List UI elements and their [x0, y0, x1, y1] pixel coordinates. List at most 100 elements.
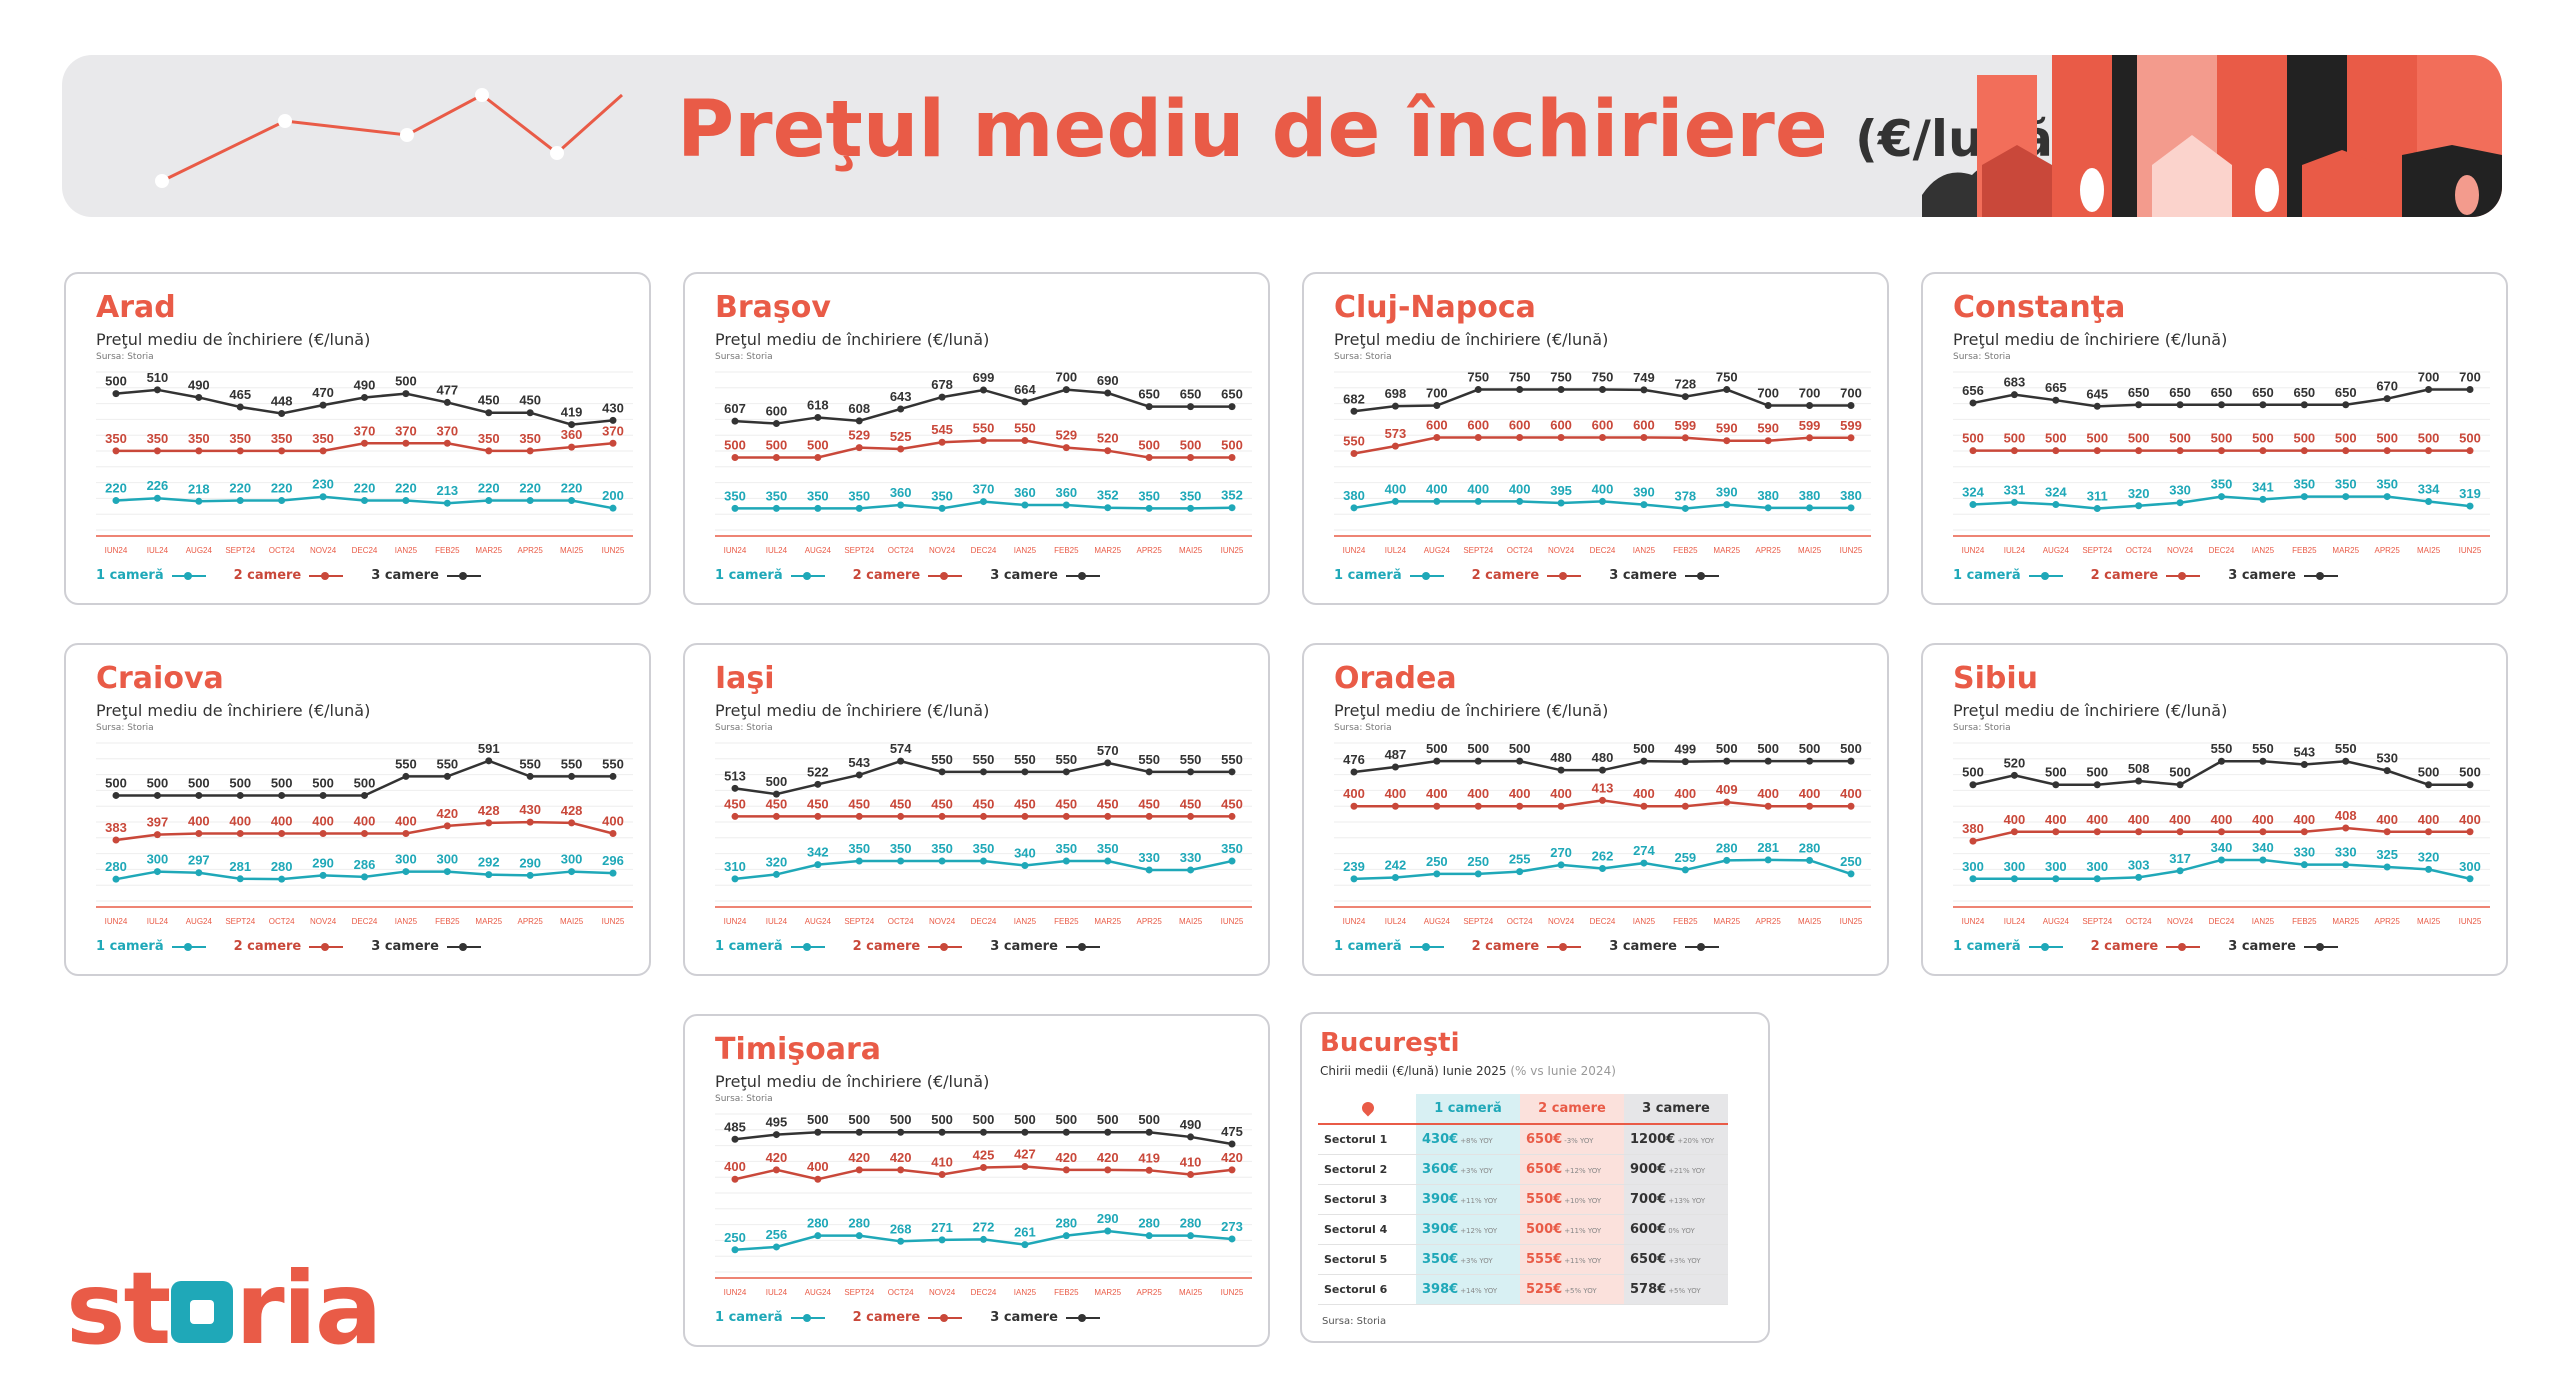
- data-label: 250: [724, 1230, 746, 1245]
- data-point: [236, 447, 244, 455]
- data-label: 300: [2459, 859, 2481, 874]
- data-point: [319, 830, 327, 838]
- data-label: 500: [1962, 431, 1984, 446]
- data-label: 220: [271, 481, 293, 496]
- data-label: 370: [436, 423, 458, 438]
- yoy-change: +12% YOY: [1564, 1167, 1602, 1175]
- data-label: 296: [602, 853, 624, 868]
- price-value: 1200€: [1630, 1132, 1676, 1147]
- data-label: 400: [2459, 812, 2481, 827]
- data-label: 303: [2128, 857, 2150, 872]
- x-tick-label: OCT24: [888, 1288, 914, 1297]
- data-label: 400: [1840, 786, 1862, 801]
- x-tick-label: IAN25: [2252, 546, 2275, 555]
- data-label: 342: [807, 845, 829, 860]
- data-label: 250: [1426, 854, 1448, 869]
- data-point: [1145, 812, 1153, 820]
- x-tick-label: SEPT24: [225, 546, 255, 555]
- data-point: [2093, 402, 2101, 410]
- data-label: 242: [1385, 858, 1407, 873]
- data-point: [278, 875, 286, 883]
- data-point: [772, 812, 780, 820]
- data-point: [1723, 757, 1731, 765]
- chart-source: Sursa: Storia: [1953, 352, 2011, 362]
- x-tick-label: OCT24: [1507, 917, 1533, 926]
- data-label: 331: [2004, 482, 2026, 497]
- data-point: [897, 405, 905, 413]
- x-tick-label: APR25: [1755, 546, 1781, 555]
- data-point: [2176, 828, 2184, 836]
- data-label: 700: [2459, 369, 2481, 384]
- storia-logo: st ria: [66, 1250, 382, 1367]
- data-point: [1847, 402, 1855, 410]
- x-tick-label: AUG24: [186, 917, 213, 926]
- data-label: 430: [519, 802, 541, 817]
- data-point: [1969, 781, 1977, 789]
- data-point: [1847, 870, 1855, 878]
- data-point: [2300, 861, 2308, 869]
- data-point: [153, 791, 161, 799]
- data-point: [402, 497, 410, 505]
- data-label: 350: [478, 431, 500, 446]
- x-tick-label: MAI25: [2417, 546, 2441, 555]
- data-point: [609, 439, 617, 447]
- data-label: 500: [1467, 741, 1489, 756]
- data-label: 220: [561, 481, 583, 496]
- data-point: [1104, 389, 1112, 397]
- data-label: 500: [1221, 437, 1243, 452]
- data-point: [526, 447, 534, 455]
- data-point: [980, 1163, 987, 1171]
- x-tick-label: MAR25: [475, 546, 502, 555]
- data-point: [938, 504, 946, 512]
- data-point: [1433, 497, 1441, 505]
- data-label: 500: [105, 374, 127, 389]
- data-label: 500: [2045, 431, 2067, 446]
- table-row: Sectorul 2 360€ +3% YOY 650€ +12% YOY 900€ +21…: [1318, 1154, 1728, 1185]
- legend-item-3: 3 camere: [2228, 568, 2338, 583]
- data-point: [443, 868, 451, 876]
- data-point: [1062, 1232, 1070, 1240]
- data-point: [568, 497, 576, 505]
- x-tick-label: DEC24: [352, 917, 378, 926]
- price-value: 555€: [1526, 1252, 1563, 1267]
- data-label: 500: [2128, 431, 2150, 446]
- data-label: 213: [436, 483, 458, 498]
- x-tick-label: IUN25: [2459, 546, 2482, 555]
- data-label: 500: [973, 1112, 995, 1127]
- data-point: [1681, 434, 1689, 442]
- price-value: 360€: [1422, 1162, 1459, 1177]
- data-point: [485, 497, 493, 505]
- data-label: 400: [188, 814, 210, 829]
- x-tick-label: AUG24: [805, 546, 832, 555]
- data-point: [1062, 1128, 1070, 1136]
- data-point: [1969, 501, 1977, 509]
- data-label: 650: [2128, 385, 2150, 400]
- x-tick-label: IUN25: [2459, 917, 2482, 926]
- data-point: [814, 1232, 822, 1240]
- data-label: 320: [2418, 849, 2440, 864]
- data-label: 450: [1138, 796, 1160, 811]
- data-point: [897, 757, 905, 765]
- x-tick-label: DEC24: [971, 917, 997, 926]
- data-label: 545: [931, 422, 953, 437]
- data-point: [2052, 396, 2060, 404]
- data-point: [443, 439, 451, 447]
- data-point: [568, 443, 576, 451]
- data-point: [485, 819, 493, 827]
- data-point: [1557, 433, 1565, 441]
- data-label: 370: [395, 423, 417, 438]
- data-label: 550: [519, 756, 541, 771]
- panel-constanta: Constanţa Preţul mediu de închiriere (€/l…: [1921, 272, 2508, 605]
- data-point: [897, 1237, 905, 1245]
- data-point: [1187, 812, 1195, 820]
- legend-item-3: 3 camere: [2228, 939, 2338, 954]
- price-value: 390€: [1422, 1192, 1459, 1207]
- yoy-change: +5% YOY: [1564, 1287, 1597, 1295]
- data-label: 350: [890, 841, 912, 856]
- data-label: 350: [1138, 488, 1160, 503]
- x-tick-label: IUL24: [147, 546, 169, 555]
- data-label: 500: [848, 1112, 870, 1127]
- legend-item-2: 2 camere: [1472, 939, 1582, 954]
- x-tick-label: APR25: [517, 546, 543, 555]
- city-title: Oradea: [1334, 661, 1457, 696]
